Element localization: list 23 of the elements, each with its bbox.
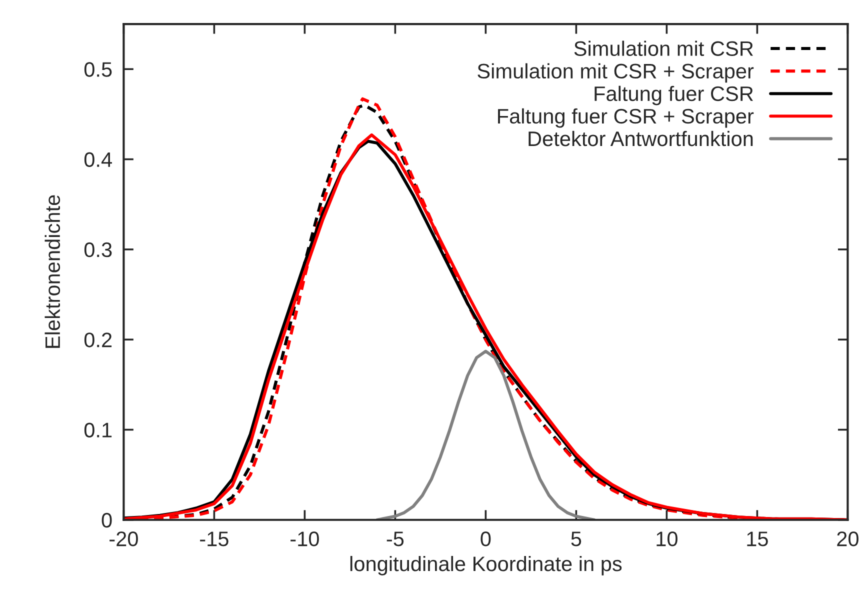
x-tick-label: -10 — [290, 532, 319, 546]
legend-label: Detektor Antwortfunktion — [528, 130, 753, 146]
x-tick-label: -5 — [386, 532, 404, 546]
x-tick-label: 0 — [480, 532, 491, 546]
y-tick-label: 0.3 — [84, 242, 112, 258]
legend-label: Faltung fuer CSR + Scraper — [498, 108, 754, 128]
y-tick-label: 0.4 — [84, 152, 112, 168]
y-tick-label: 0 — [102, 512, 112, 528]
x-tick-label: -20 — [110, 532, 138, 546]
y-tick-label: 0.1 — [84, 422, 112, 438]
x-axis-title: longitudinale Koordinate in ps — [350, 556, 622, 576]
x-tick-label: 5 — [571, 532, 582, 546]
x-tick-label: 15 — [747, 532, 768, 546]
y-tick-label: 0.2 — [84, 332, 112, 348]
legend-label: Simulation mit CSR — [574, 40, 753, 56]
line-series — [376, 350, 596, 520]
x-tick-label: 20 — [837, 532, 858, 546]
legend-label: Faltung fuer CSR — [594, 86, 753, 106]
x-tick-label: -15 — [200, 532, 228, 546]
y-tick-label: 0.5 — [84, 62, 112, 77]
x-tick-label: 10 — [656, 532, 678, 546]
y-axis-title: Elektronendichte — [44, 195, 60, 348]
legend-label: Simulation mit CSR + Scraper — [478, 63, 754, 83]
